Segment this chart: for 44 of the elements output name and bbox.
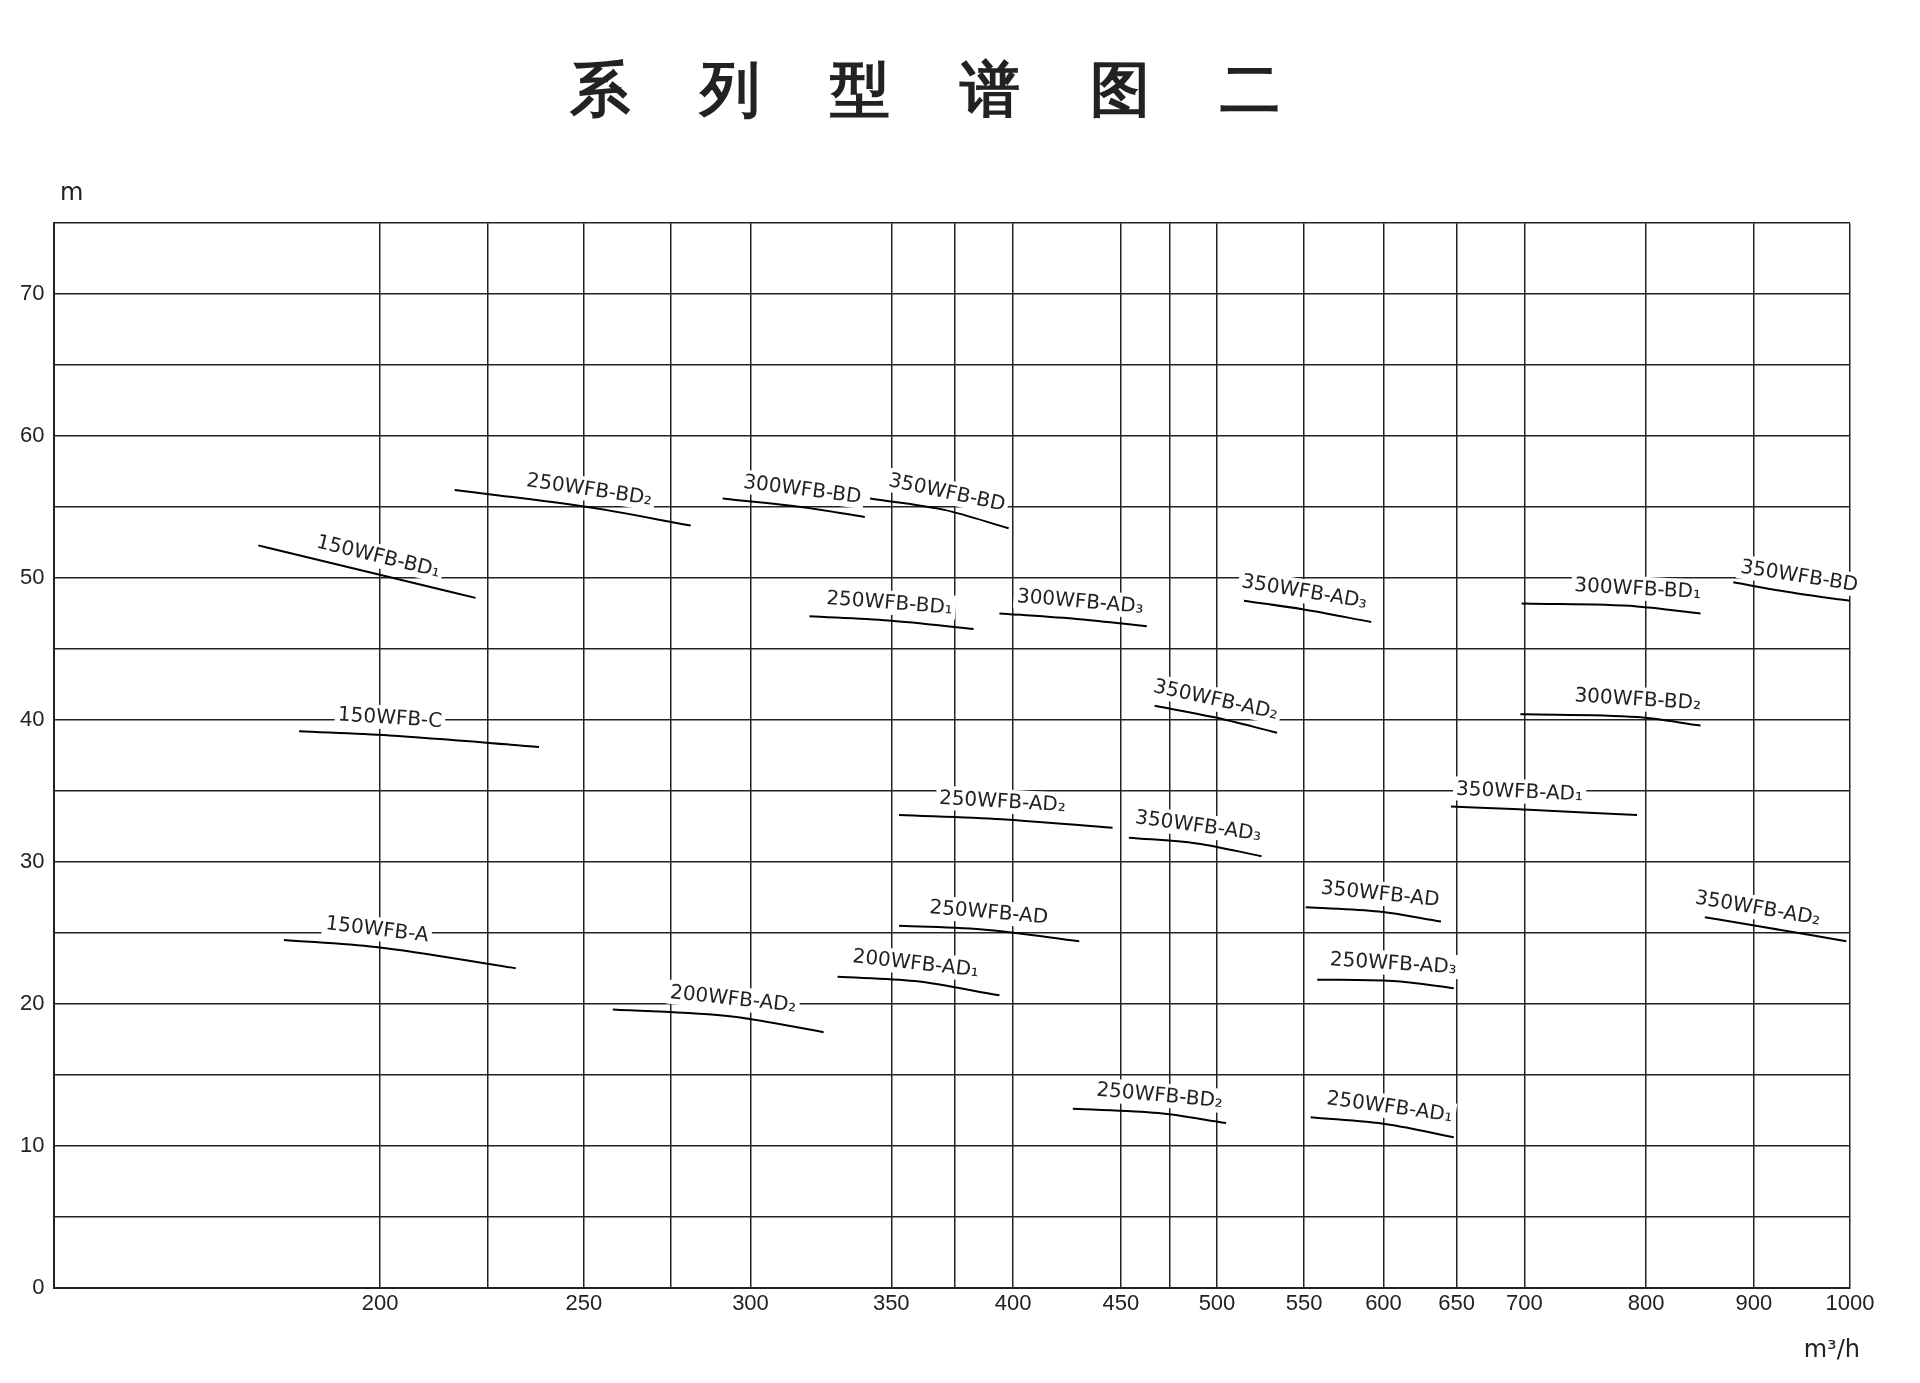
y-tick-label: 10: [19, 1131, 45, 1157]
y-tick-label: 60: [19, 422, 45, 448]
text: 350WFB-BD: [1738, 553, 1860, 597]
x-tick-label: 900: [1735, 1289, 1773, 1315]
text: 350WFB-AD₃: [1133, 804, 1263, 846]
x-tick-label: 450: [1102, 1289, 1140, 1315]
x-tick-label: 250: [565, 1289, 603, 1315]
text: 250WFB-BD₂: [525, 467, 654, 510]
y-tick-label: 30: [19, 847, 45, 873]
text: 250WFB-AD₁: [1325, 1085, 1455, 1127]
series-label: 150WFB-C: [337, 701, 443, 733]
series-label: 300WFB-AD₃: [1016, 582, 1145, 618]
series-label: 350WFB-AD₁: [1455, 775, 1584, 806]
x-tick-label: 600: [1365, 1289, 1402, 1315]
series-label: 300WFB-BD₁: [1573, 572, 1702, 604]
y-tick-label: 40: [19, 705, 45, 731]
series-label: 250WFB-BD₁: [825, 584, 954, 619]
x-tick-label: 350: [872, 1289, 910, 1315]
x-tick-label: 550: [1285, 1289, 1323, 1315]
y-axis-title: m: [60, 178, 84, 206]
text: 250WFB-BD₂: [1095, 1076, 1224, 1113]
y-tick-label: 50: [19, 564, 45, 590]
x-tick-label: 700: [1505, 1289, 1543, 1315]
text: 200WFB-AD₂: [669, 979, 798, 1017]
text: 200WFB-AD₁: [851, 943, 981, 982]
x-tick-label: 1000: [1825, 1289, 1875, 1315]
series-label: 250WFB-AD: [928, 894, 1050, 929]
y-tick-label: 70: [19, 280, 45, 306]
x-tick-label: 400: [994, 1289, 1032, 1315]
text: 300WFB-BD: [742, 468, 863, 508]
x-tick-label: 300: [732, 1289, 769, 1315]
x-tick-label: 200: [361, 1289, 399, 1315]
x-tick-label: 800: [1627, 1289, 1665, 1315]
x-tick-label: 650: [1438, 1289, 1475, 1315]
y-tick-label: 0: [32, 1273, 45, 1299]
x-tick-label: 500: [1198, 1289, 1236, 1315]
x-axis-title: m³/h: [1803, 1335, 1860, 1363]
series-label: 300WFB-BD₂: [1573, 682, 1702, 715]
series-label: 250WFB-AD₃: [1329, 946, 1458, 979]
series-label: 250WFB-AD₂: [938, 784, 1067, 817]
text: 150WFB-A: [324, 910, 431, 947]
y-tick-label: 20: [19, 989, 45, 1015]
chart-title: 系列型谱图二: [569, 53, 1351, 126]
text: 350WFB-AD: [1319, 874, 1441, 911]
